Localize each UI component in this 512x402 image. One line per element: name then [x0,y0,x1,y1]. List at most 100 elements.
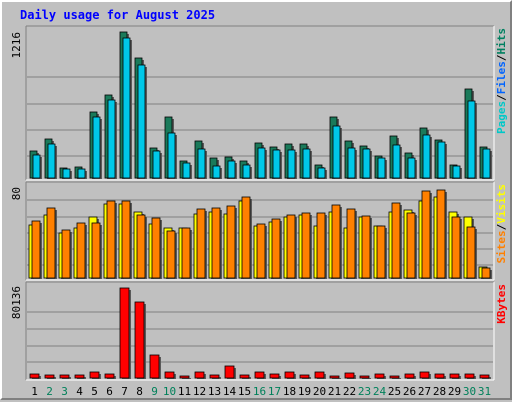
bar-sites-day-6 [106,200,116,279]
bar-sites-day-14 [226,205,236,279]
bar-files-day-22 [347,147,356,179]
bar-files-day-19 [302,148,311,179]
bar-kbytes-day-7 [119,287,130,379]
legend-kbytes: KBytes [495,284,508,324]
bar-kbytes-day-28 [434,373,445,379]
day-label: 30 [463,385,476,398]
bar-files-day-30 [467,100,476,179]
day-label: 17 [268,385,281,398]
day-label: 31 [478,385,491,398]
day-label: 19 [298,385,311,398]
legend-item: Visits [495,184,508,224]
bar-sites-day-29 [451,216,461,279]
bar-sites-day-11 [181,227,191,279]
bar-kbytes-day-24 [374,373,385,379]
bar-kbytes-day-10 [164,371,175,379]
bar-kbytes-day-1 [29,373,40,379]
scale-max-label: 1216 [10,32,23,59]
day-label: 1 [31,385,38,398]
bar-kbytes-day-11 [179,375,190,379]
day-label: 6 [106,385,113,398]
bar-sites-day-28 [436,189,446,279]
bar-files-day-1 [32,154,41,179]
bar-sites-day-7 [121,200,131,279]
day-label: 23 [358,385,371,398]
bar-files-day-7 [122,37,131,179]
bar-files-day-10 [167,132,176,179]
bar-sites-day-8 [136,214,146,279]
bar-kbytes-day-5 [89,371,100,379]
day-label: 3 [61,385,68,398]
bar-files-day-5 [92,116,101,179]
bar-kbytes-day-29 [449,373,460,379]
legend-item: / [495,223,508,230]
bar-kbytes-day-16 [254,371,265,379]
bar-files-day-25 [392,144,401,179]
bar-files-day-23 [362,148,371,179]
day-label: 27 [418,385,431,398]
scale-max-label: 80 [10,187,23,200]
bar-sites-day-3 [61,229,71,279]
bar-kbytes-day-2 [44,374,55,379]
day-label: 11 [178,385,191,398]
bar-sites-day-18 [286,214,296,279]
bar-files-day-20 [317,167,326,179]
bar-sites-day-9 [151,217,161,279]
bar-shadow [332,378,341,379]
day-label: 18 [283,385,296,398]
legend-item: Hits [495,28,508,55]
day-label: 10 [163,385,176,398]
bar-kbytes-day-23 [359,375,370,379]
bar-sites-day-21 [331,204,341,279]
bar-files-day-28 [437,141,446,179]
day-label: 7 [121,385,128,398]
day-label: 14 [223,385,237,398]
day-label: 15 [238,385,251,398]
bar-files-day-18 [287,149,296,179]
scale-max-label: 80136 [10,286,23,319]
legend-item: Files [495,61,508,94]
bar-shadow [392,378,401,379]
panel-kbytes: 80136 KBytes [10,281,508,381]
day-label: 16 [253,385,266,398]
panel-visits-sites: 80 Sites/Visits [10,181,508,281]
bar-sites-day-27 [421,190,431,279]
bar-kbytes-day-13 [209,374,220,379]
bar-sites-day-17 [271,218,281,279]
bar-kbytes-day-15 [239,374,250,379]
bar-files-day-16 [257,147,266,179]
bar-sites-day-4 [76,222,86,279]
bar-files-day-29 [452,165,461,179]
bar-sites-day-10 [166,230,176,279]
bar-files-day-15 [242,164,251,179]
x-axis-day-labels: 1 2 3 4 5 6 7 8 9 10 11 12 13 14 15 16 17 18 19 20 21 22 23 24 2… [31,385,491,398]
bar-files-day-9 [152,150,161,179]
day-label: 20 [313,385,326,398]
bar-sites-day-1 [31,220,41,279]
bar-kbytes-day-25 [389,375,400,379]
bar-sites-day-15 [241,196,251,279]
chart-title: Daily usage for August 2025 [20,8,216,22]
legend-item: Pages [495,101,508,134]
bar-files-day-4 [77,168,86,179]
bar-sites-day-22 [346,208,356,279]
day-label: 12 [193,385,206,398]
bar-kbytes-day-3 [59,374,70,379]
day-label: 13 [208,385,221,398]
bar-files-day-2 [47,143,56,179]
bar-kbytes-day-27 [419,371,430,379]
bar-sites-day-13 [211,207,221,279]
bar-files-day-21 [332,125,341,179]
bar-sites-day-26 [406,212,416,279]
day-label: 9 [151,385,158,398]
day-label: 29 [448,385,461,398]
day-label: 28 [433,385,446,398]
bar-kbytes-day-6 [104,373,115,379]
bar-shadow [182,378,191,379]
bar-kbytes-day-26 [404,373,415,379]
bar-kbytes-day-21 [329,375,340,379]
bar-sites-day-31 [481,267,491,279]
bar-kbytes-day-4 [74,374,85,379]
bar-sites-day-24 [376,225,386,279]
